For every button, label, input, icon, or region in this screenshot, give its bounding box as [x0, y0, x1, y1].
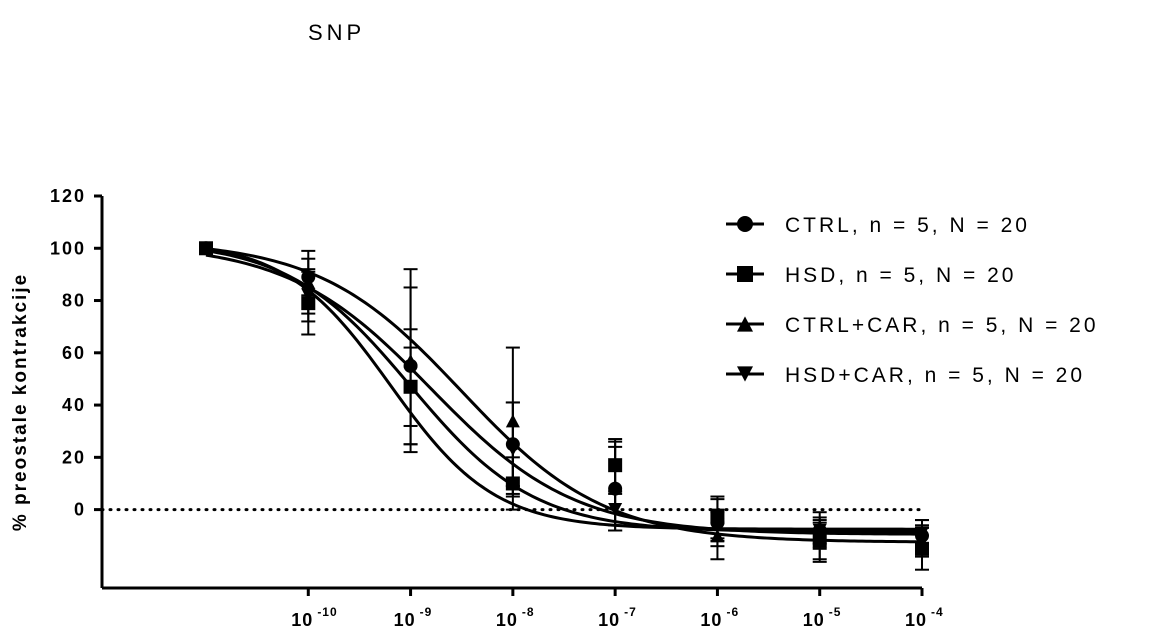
error-bars-layer — [301, 249, 929, 571]
x-tick-label-3: 10 -7 — [598, 605, 637, 630]
marker-series-1-point-3 — [505, 476, 520, 491]
legend-marker-2 — [737, 316, 753, 332]
marker-series-2-point-4 — [608, 479, 623, 493]
x-tick-exponent-1: -9 — [420, 605, 433, 619]
axes-layer: 0 20 40 60 80 100 120 10 -10 10 -9 10 -8 10 -7 10 -6 10 -5… — [50, 186, 944, 630]
x-tick-exponent-4: -6 — [726, 605, 739, 619]
marker-series-1-point-4 — [608, 458, 623, 473]
x-tick-label-2: 10 -8 — [496, 605, 535, 630]
x-tick-label-1: 10 -9 — [394, 605, 433, 630]
x-tick-exponent-2: -8 — [522, 605, 535, 619]
y-tick-label-5: 100 — [50, 238, 86, 258]
marker-series-3-point-4 — [608, 502, 623, 517]
x-tick-label-4: 10 -6 — [700, 605, 739, 630]
marker-series-1-point-1 — [301, 296, 316, 311]
x-tick-exponent-0: -10 — [317, 605, 337, 619]
marker-series-2-point-7 — [915, 534, 929, 548]
fit-curve-series-2 — [205, 247, 923, 544]
legend-marker-3 — [737, 366, 753, 382]
marker-series-3-point-0 — [199, 241, 213, 255]
marker-series-2-point-1 — [301, 275, 316, 289]
marker-series-3-point-1 — [301, 288, 316, 302]
y-tick-label-6: 120 — [50, 186, 86, 206]
fitted-curves-layer — [205, 247, 923, 544]
legend-label-3: HSD+CAR, n = 5, N = 20 — [785, 364, 1085, 387]
marker-series-2-point-3 — [505, 414, 520, 428]
legend-label-0: CTRL, n = 5, N = 20 — [785, 214, 1030, 237]
x-tick-exponent-3: -7 — [624, 605, 637, 619]
marker-series-2-point-5 — [710, 529, 725, 543]
x-tick-label-0: 10 -10 — [291, 605, 337, 630]
chart-title: SNP — [308, 20, 365, 45]
x-tick-label-6: 10 -4 — [905, 605, 944, 630]
y-tick-label-2: 40 — [62, 395, 86, 415]
marker-series-2-point-2 — [403, 353, 418, 368]
y-tick-label-0: 0 — [74, 500, 86, 520]
legend-label-1: HSD, n = 5, N = 20 — [785, 264, 1016, 287]
fit-curve-series-3 — [205, 249, 922, 534]
marker-series-2-point-6 — [812, 534, 827, 548]
x-tick-label-5: 10 -5 — [803, 605, 842, 630]
y-tick-label-1: 20 — [62, 447, 86, 467]
fit-curve-series-1 — [205, 247, 922, 531]
y-tick-label-3: 60 — [62, 343, 86, 363]
x-tick-exponent-6: -4 — [931, 605, 944, 619]
marker-series-3-point-3 — [505, 442, 520, 457]
marker-series-3-point-2 — [403, 380, 418, 394]
legend-marker-0 — [737, 216, 753, 232]
legend: CTRL, n = 5, N = 20 HSD, n = 5, N = 20 CTR… — [726, 214, 1099, 387]
y-tick-label-4: 80 — [62, 291, 86, 311]
legend-label-2: CTRL+CAR, n = 5, N = 20 — [785, 314, 1099, 337]
data-markers-layer — [199, 241, 929, 556]
legend-marker-1 — [737, 266, 753, 282]
y-axis-label: % preostale kontrakcije — [10, 273, 31, 531]
marker-series-3-point-7 — [915, 526, 929, 540]
marker-series-3-point-5 — [710, 518, 725, 532]
marker-series-3-point-6 — [812, 523, 827, 538]
x-tick-exponent-5: -5 — [829, 605, 842, 619]
